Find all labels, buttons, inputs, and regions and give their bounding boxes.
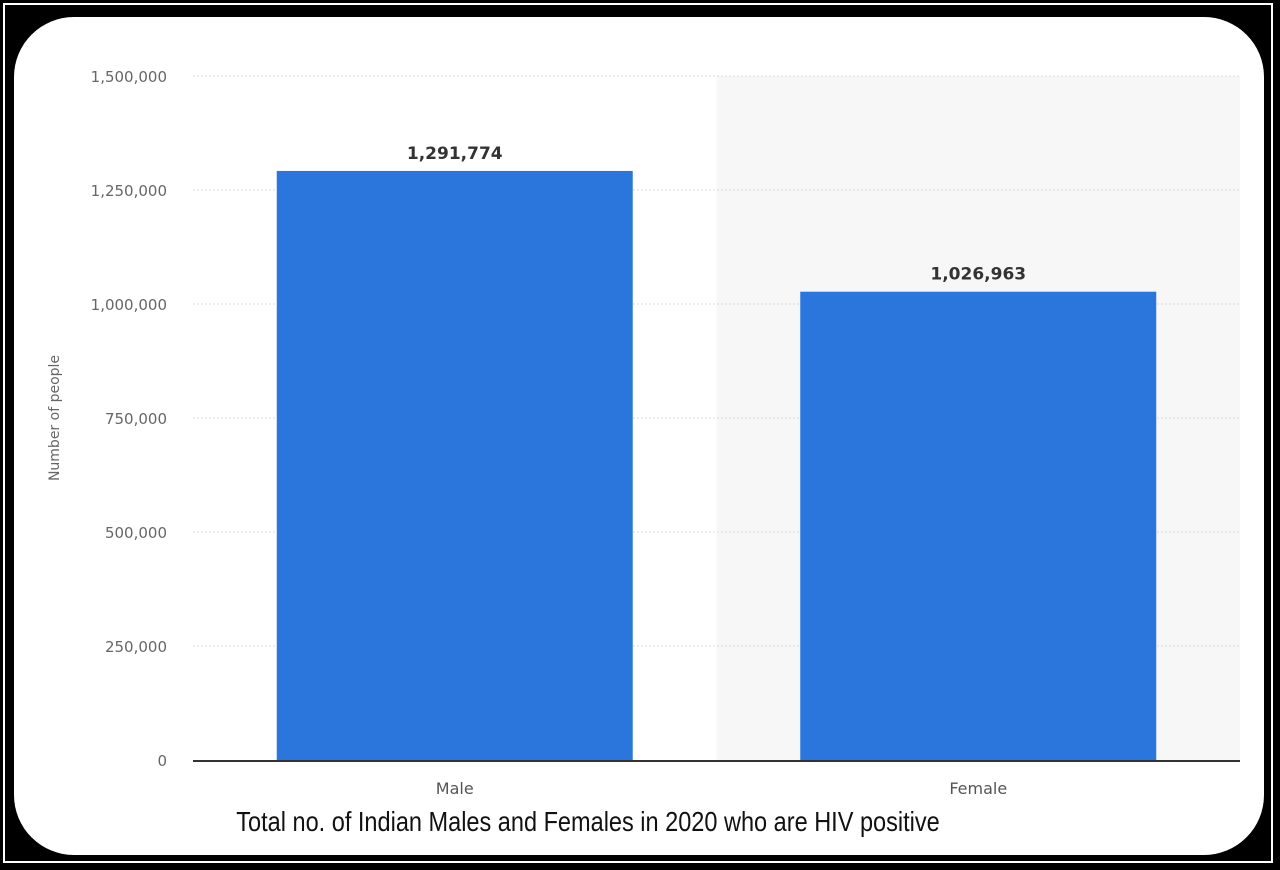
chart-caption: Total no. of Indian Males and Females in…	[236, 806, 940, 837]
x-tick-label-female: Female	[949, 779, 1007, 798]
y-tick-label: 0	[157, 752, 167, 770]
y-tick-label: 500,000	[105, 524, 167, 542]
y-tick-label: 250,000	[105, 638, 167, 656]
bars: 1,291,774 1,026,963	[276, 144, 1157, 760]
value-label-female: 1,026,963	[930, 265, 1026, 285]
y-axis-tick-labels: 0 250,000 500,000 750,000 1,000,000 1,250,000…	[91, 68, 167, 770]
bar-female	[800, 291, 1157, 760]
x-axis-tick-labels: Male Female	[436, 779, 1007, 798]
bar-male	[276, 170, 633, 760]
y-tick-label: 1,000,000	[91, 296, 167, 314]
y-tick-label: 750,000	[105, 410, 167, 428]
y-tick-label: 1,250,000	[91, 182, 167, 200]
x-tick-label-male: Male	[436, 779, 474, 798]
y-tick-label: 1,500,000	[91, 68, 167, 86]
y-axis-label: Number of people	[47, 355, 63, 481]
value-label-male: 1,291,774	[407, 144, 503, 164]
